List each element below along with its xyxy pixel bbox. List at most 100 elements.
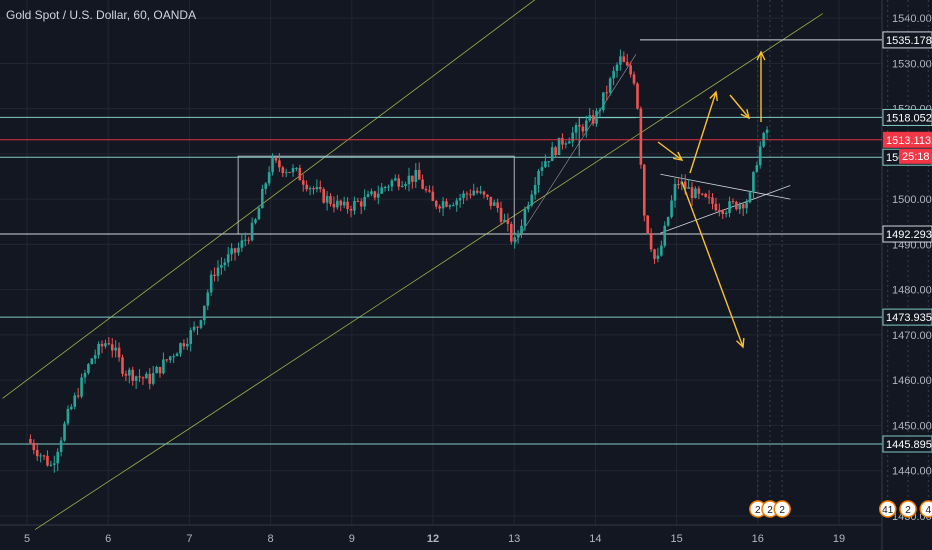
y-tick-label: 1460.000	[892, 375, 932, 387]
candle-body	[213, 274, 216, 276]
price-level-tag	[882, 108, 932, 126]
candle-body	[66, 409, 70, 424]
candle-body	[73, 395, 77, 407]
candle-body	[32, 442, 36, 451]
candle-body	[615, 64, 619, 71]
calendar-event-badge[interactable]	[878, 500, 897, 518]
candle-body	[373, 191, 377, 198]
candle-body	[632, 74, 636, 84]
chart-title: Gold Spot / U.S. Dollar, 60, OANDA	[6, 8, 197, 22]
candle-body	[390, 180, 394, 187]
candle-body	[240, 240, 244, 248]
candle-body	[93, 355, 97, 359]
candle-body	[349, 208, 353, 211]
candle-body	[336, 200, 339, 208]
calendar-event-badge[interactable]	[899, 500, 917, 518]
candle-body	[663, 225, 667, 246]
candle-body	[223, 262, 227, 266]
candle-body	[527, 205, 530, 210]
candle-body	[707, 196, 711, 198]
candle-body	[342, 201, 346, 206]
scenario-arrow-pullback	[657, 141, 683, 161]
candle-body	[97, 343, 100, 356]
candle-body	[312, 188, 315, 190]
candle-body	[284, 172, 288, 174]
candle-body	[656, 255, 660, 259]
candle-body	[117, 347, 121, 358]
price-level-tag	[882, 308, 932, 326]
candle-body	[550, 147, 554, 162]
candle-body	[158, 366, 162, 374]
candle-body	[578, 125, 581, 127]
candle-body	[220, 265, 223, 268]
candle-body	[185, 343, 189, 347]
candle-body	[506, 219, 510, 224]
candle-body	[329, 195, 332, 204]
candle-body	[104, 343, 107, 347]
candle-body	[748, 192, 752, 203]
candle-body	[496, 202, 499, 208]
scenario-arrow-down	[681, 181, 744, 348]
candle-body	[165, 359, 169, 361]
candle-body	[172, 356, 175, 358]
candle-body	[376, 193, 380, 198]
candle-body	[305, 184, 308, 190]
candle-body	[612, 70, 615, 79]
candle-body	[63, 423, 66, 441]
candle-body	[325, 195, 329, 203]
candle-body	[591, 115, 595, 124]
candle-body	[540, 167, 544, 171]
candle-body	[192, 326, 196, 331]
price-level-label: 1518.052	[886, 112, 932, 124]
calendar-event-count: 2	[779, 505, 785, 516]
countdown-tag	[899, 148, 932, 164]
candle-body	[639, 108, 643, 165]
candle-body	[128, 369, 131, 376]
calendar-event-badge[interactable]	[919, 500, 932, 518]
candle-body	[281, 167, 285, 174]
candle-body	[145, 373, 148, 379]
candle-body	[257, 208, 261, 220]
candle-body	[588, 115, 592, 121]
candle-body	[254, 219, 257, 223]
candle-body	[203, 305, 206, 321]
candle-body	[482, 191, 486, 195]
scenario-arrow-up	[689, 91, 717, 174]
candle-body	[503, 219, 506, 222]
candle-body	[199, 320, 203, 328]
candle-body	[397, 178, 401, 187]
candle-body	[417, 169, 421, 180]
candle-body	[499, 207, 503, 222]
candle-body	[469, 194, 472, 196]
calendar-event-count: 2	[767, 505, 773, 516]
candle-body	[110, 344, 114, 351]
candle-body	[421, 179, 424, 189]
calendar-event-badge[interactable]	[773, 500, 791, 518]
x-tick-label: 12	[427, 533, 439, 545]
x-tick-label: 15	[670, 533, 682, 545]
candle-body	[209, 274, 213, 293]
candle-body	[383, 186, 387, 188]
candle-body	[114, 347, 117, 351]
candle-body	[581, 126, 585, 132]
candle-body	[387, 186, 390, 188]
candle-body	[714, 203, 718, 211]
candle-body	[264, 183, 268, 190]
candle-body	[162, 359, 165, 374]
candle-body	[670, 200, 673, 218]
countdown-label: 25:18	[902, 151, 930, 163]
candle-body	[353, 200, 356, 211]
candle-body	[475, 190, 479, 193]
candle-body	[438, 206, 441, 209]
candle-body	[168, 356, 172, 361]
candle-body	[250, 222, 254, 241]
candle-body	[261, 189, 264, 209]
candle-body	[735, 201, 738, 210]
candle-body	[151, 373, 155, 384]
candle-body	[673, 183, 677, 201]
candle-body	[557, 137, 561, 155]
candle-body	[758, 146, 762, 166]
candle-body	[407, 175, 411, 185]
candle-body	[359, 201, 363, 207]
